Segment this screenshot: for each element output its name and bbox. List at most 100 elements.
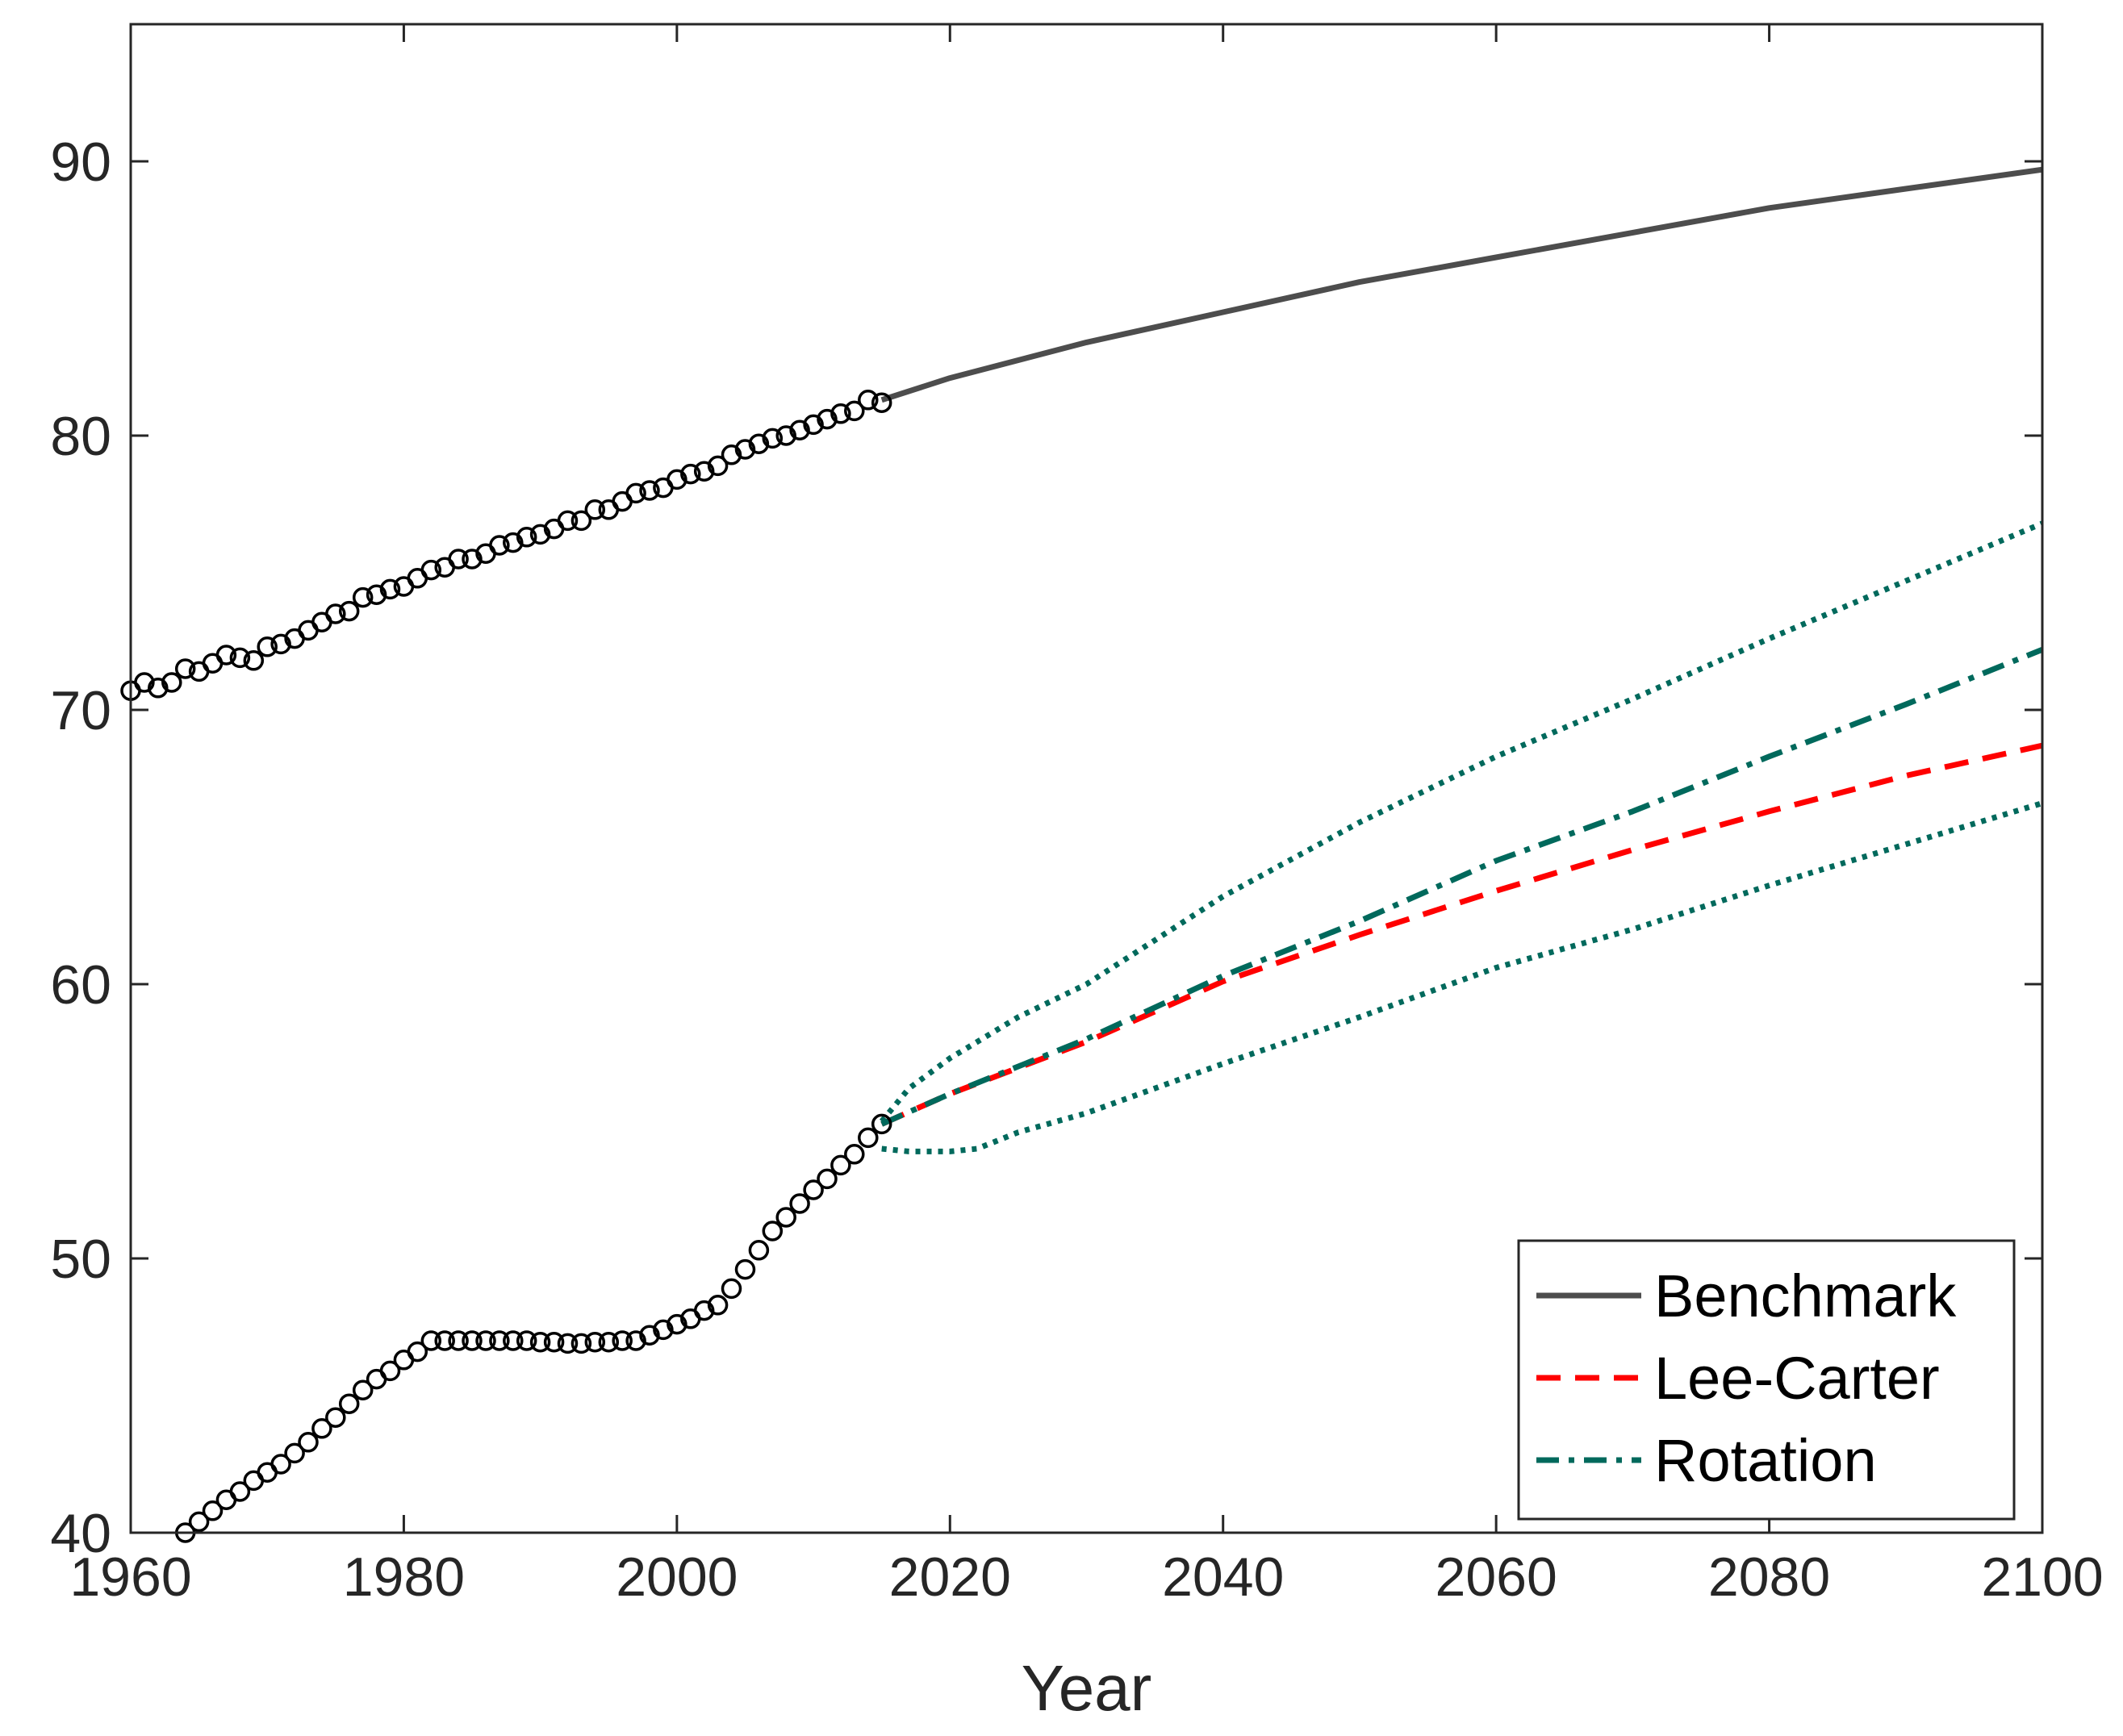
observed-point <box>858 1127 879 1149</box>
observed-point <box>721 1278 742 1300</box>
legend-label: Rotation <box>1654 1427 1877 1494</box>
observed-point <box>762 1221 784 1241</box>
observed-point <box>325 603 346 624</box>
observed-point <box>420 559 442 581</box>
legend-label: Lee-Carter <box>1654 1345 1940 1412</box>
x-tick-label: 1980 <box>343 1546 465 1608</box>
observed-point <box>284 1442 305 1464</box>
observed-point <box>174 658 196 679</box>
observed-point <box>762 428 784 449</box>
observed-point <box>817 1168 838 1190</box>
ticks-layer: 1960 1980 2000 2020 2040 2060 2080 2100 40 50 60 70… <box>50 24 2104 1608</box>
observed-point <box>529 1331 551 1353</box>
observed-point <box>570 1333 592 1354</box>
x-tick-label: 2000 <box>616 1546 738 1608</box>
observed-point <box>557 1333 579 1354</box>
observed-point <box>202 1500 224 1521</box>
y-tick-label: 80 <box>50 406 111 467</box>
observed-point <box>871 1113 892 1135</box>
observed-point <box>844 1144 865 1165</box>
observed-point <box>844 400 865 422</box>
x-tick-label: 1960 <box>69 1546 191 1608</box>
observed-point <box>516 1330 537 1351</box>
observed-point <box>489 535 510 556</box>
observed-point <box>529 524 551 545</box>
x-tick-label: 2080 <box>1708 1546 1830 1608</box>
x-tick-label: 2060 <box>1436 1546 1557 1608</box>
observed-point <box>734 1258 756 1280</box>
observed-point <box>625 482 646 504</box>
legend: Benchmark Lee-Carter Rotation <box>1517 1239 2016 1521</box>
observed-point <box>161 672 182 693</box>
plot-frame <box>129 23 2044 1534</box>
observed-point <box>270 1454 291 1475</box>
observed-point <box>257 636 278 657</box>
legend-box <box>1517 1239 2016 1521</box>
observed-point <box>229 1481 251 1502</box>
legend-label: Benchmark <box>1654 1262 1957 1329</box>
observed-point <box>462 549 483 570</box>
observed-point <box>434 1330 455 1351</box>
observed-point <box>830 1154 851 1176</box>
series-line-lee-carter <box>880 742 2042 1127</box>
y-tick-label: 60 <box>50 954 111 1016</box>
markers-layer <box>120 390 892 1543</box>
observed-point <box>734 439 756 460</box>
observed-point <box>803 414 824 436</box>
observed-point <box>598 1331 620 1353</box>
observed-point <box>653 1319 674 1341</box>
observed-point <box>215 645 237 666</box>
observed-point <box>352 1379 374 1400</box>
observed-point <box>748 1240 770 1261</box>
observed-point <box>680 463 701 485</box>
x-tick-label: 2040 <box>1162 1546 1284 1608</box>
observed-point <box>803 1179 824 1200</box>
observed-point <box>612 1330 633 1351</box>
observed-point <box>707 1295 729 1316</box>
observed-point <box>311 1418 332 1439</box>
observed-point <box>789 1193 810 1214</box>
series-layer <box>880 166 2042 1154</box>
observed-point <box>134 672 155 693</box>
observed-point <box>639 480 660 501</box>
observed-point <box>584 499 606 520</box>
observed-point <box>775 1207 796 1228</box>
series-line-benchmark <box>880 166 2042 403</box>
observed-point <box>667 1313 687 1335</box>
observed-point <box>789 419 810 440</box>
observed-point <box>338 600 360 622</box>
series-line-rotation-upper-bound <box>880 520 2042 1124</box>
series-line-rotation <box>880 646 2042 1127</box>
observed-point <box>379 1360 401 1382</box>
observed-point <box>570 510 592 532</box>
observed-point <box>188 1511 210 1533</box>
observed-point <box>366 584 387 605</box>
observed-point <box>489 1330 510 1351</box>
observed-point <box>148 678 169 699</box>
observed-point <box>475 1330 496 1351</box>
observed-point <box>543 1331 565 1353</box>
observed-point <box>557 510 579 532</box>
observed-point <box>325 1407 346 1428</box>
observed-point <box>243 650 265 671</box>
observed-point <box>420 1330 442 1351</box>
y-tick-label: 50 <box>50 1229 111 1290</box>
observed-point <box>448 1330 469 1351</box>
observed-point <box>448 549 469 570</box>
observed-point <box>625 1330 646 1351</box>
observed-point <box>858 390 879 411</box>
series-line-rotation-lower-bound <box>881 800 2042 1154</box>
observed-point <box>775 425 796 446</box>
observed-point <box>503 532 524 553</box>
observed-point <box>707 455 729 477</box>
observed-point <box>379 578 401 600</box>
observed-point <box>298 1432 319 1453</box>
observed-point <box>229 647 251 669</box>
x-axis-label: Year <box>1022 1652 1152 1724</box>
observed-point <box>871 392 892 413</box>
x-tick-label: 2020 <box>889 1546 1011 1608</box>
observed-point <box>270 633 291 655</box>
observed-point <box>667 469 687 490</box>
y-tick-label: 70 <box>50 680 111 741</box>
